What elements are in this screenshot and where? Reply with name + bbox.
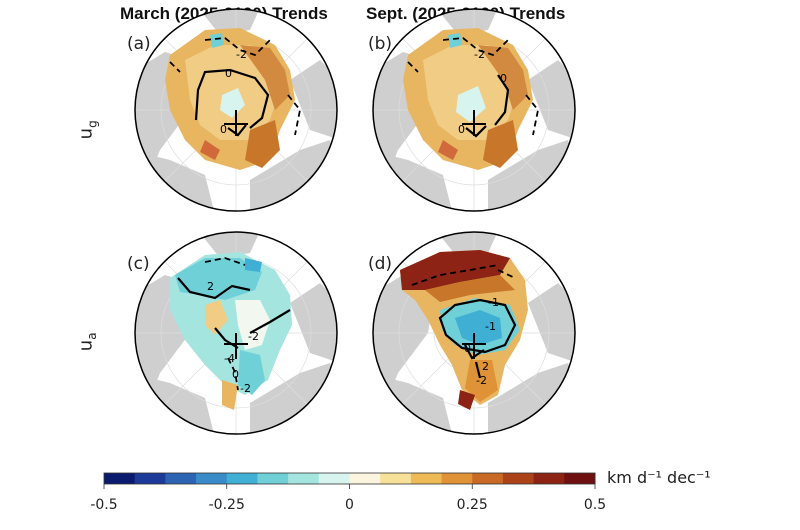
map-panel-a: 0 0 -2 [134, 8, 338, 212]
dashed-contours-d [411, 264, 516, 286]
contour-label: 0 [220, 123, 227, 136]
colorbar-segment [502, 473, 535, 484]
dashed-contours-b [407, 37, 539, 136]
contour-label: -1 [485, 320, 496, 333]
dashed-contours-c [204, 257, 246, 391]
colorbar-segment [533, 473, 565, 484]
map-panel-b: 0 0 -2 [372, 8, 576, 212]
contour-label: 0 [458, 123, 465, 136]
map-panel-c: 2 -2 -4 0 -2 [134, 231, 338, 435]
colorbar-tick-label: 0.25 [457, 497, 488, 513]
contours-c [177, 277, 291, 349]
contour-label: -2 [240, 382, 251, 395]
colorbar-segment [564, 473, 596, 484]
contour-label: 0 [500, 72, 507, 85]
colorbar [103, 472, 596, 485]
panel-label-a: (a) [127, 34, 151, 54]
contours-a [194, 68, 270, 137]
contour-label: 2 [482, 360, 489, 373]
map-boundary [134, 231, 338, 435]
colorbar-unit-label: km d⁻¹ dec⁻¹ [607, 468, 711, 487]
map-boundary [372, 231, 576, 435]
north-pole-marker [224, 333, 248, 359]
contours-b [465, 74, 510, 138]
map-boundary [372, 8, 576, 212]
north-pole-marker [462, 333, 486, 359]
colorbar-segment [410, 473, 443, 484]
colorbar-segment [441, 473, 473, 484]
map-panel-d: -1 -1 0 2 -2 [372, 231, 576, 435]
contour-labels-d: -1 -1 0 2 -2 [464, 296, 499, 387]
contour-labels-c: 2 -2 -4 0 -2 [207, 280, 259, 395]
colorbar-segment [165, 473, 197, 484]
colorbar-segment [349, 473, 381, 484]
colorbar-segment [226, 473, 258, 484]
colorbar-tick-label: 0.5 [584, 497, 606, 513]
contour-label: -2 [236, 48, 247, 61]
colorbar-tick-label: -0.5 [90, 497, 117, 513]
contour-label: -2 [474, 48, 485, 61]
trend-field-a [165, 28, 295, 170]
contours-d [438, 298, 517, 379]
contour-label: 2 [207, 280, 214, 293]
trend-field-b [403, 28, 533, 170]
contour-label: 0 [464, 342, 471, 355]
colorbar-segment [380, 473, 412, 484]
colorbar-segment [104, 473, 136, 484]
contour-label: -1 [488, 296, 499, 309]
colorbar-segment [196, 473, 228, 484]
colorbar-segment [288, 473, 320, 484]
colorbar-tick-label: 0 [345, 497, 354, 513]
colorbar-tick-label: -0.25 [209, 497, 245, 513]
contour-label: -4 [224, 352, 235, 365]
contour-label: -2 [476, 374, 487, 387]
map-boundary [134, 8, 338, 212]
dashed-contours-a [169, 37, 301, 136]
colorbar-ticks: -0.5 -0.25 0 0.25 0.5 [90, 484, 606, 513]
north-pole-marker [462, 110, 486, 136]
trend-field-c [170, 252, 292, 410]
panel-label-d: (d) [368, 254, 393, 274]
contour-label: 0 [232, 368, 239, 381]
colorbar-segment [318, 473, 350, 484]
panel-label-b: (b) [368, 34, 393, 54]
contour-labels-b: 0 0 -2 [458, 48, 507, 136]
contour-label: 0 [225, 67, 232, 80]
colorbar-segment [257, 473, 289, 484]
trend-field-d [400, 250, 528, 410]
colorbar-segment [134, 473, 166, 484]
colorbar-segment [472, 473, 504, 484]
north-pole-marker [224, 110, 248, 136]
contour-labels-a: 0 0 -2 [220, 48, 247, 136]
panel-label-c: (c) [127, 254, 150, 274]
contour-label: -2 [248, 330, 259, 343]
